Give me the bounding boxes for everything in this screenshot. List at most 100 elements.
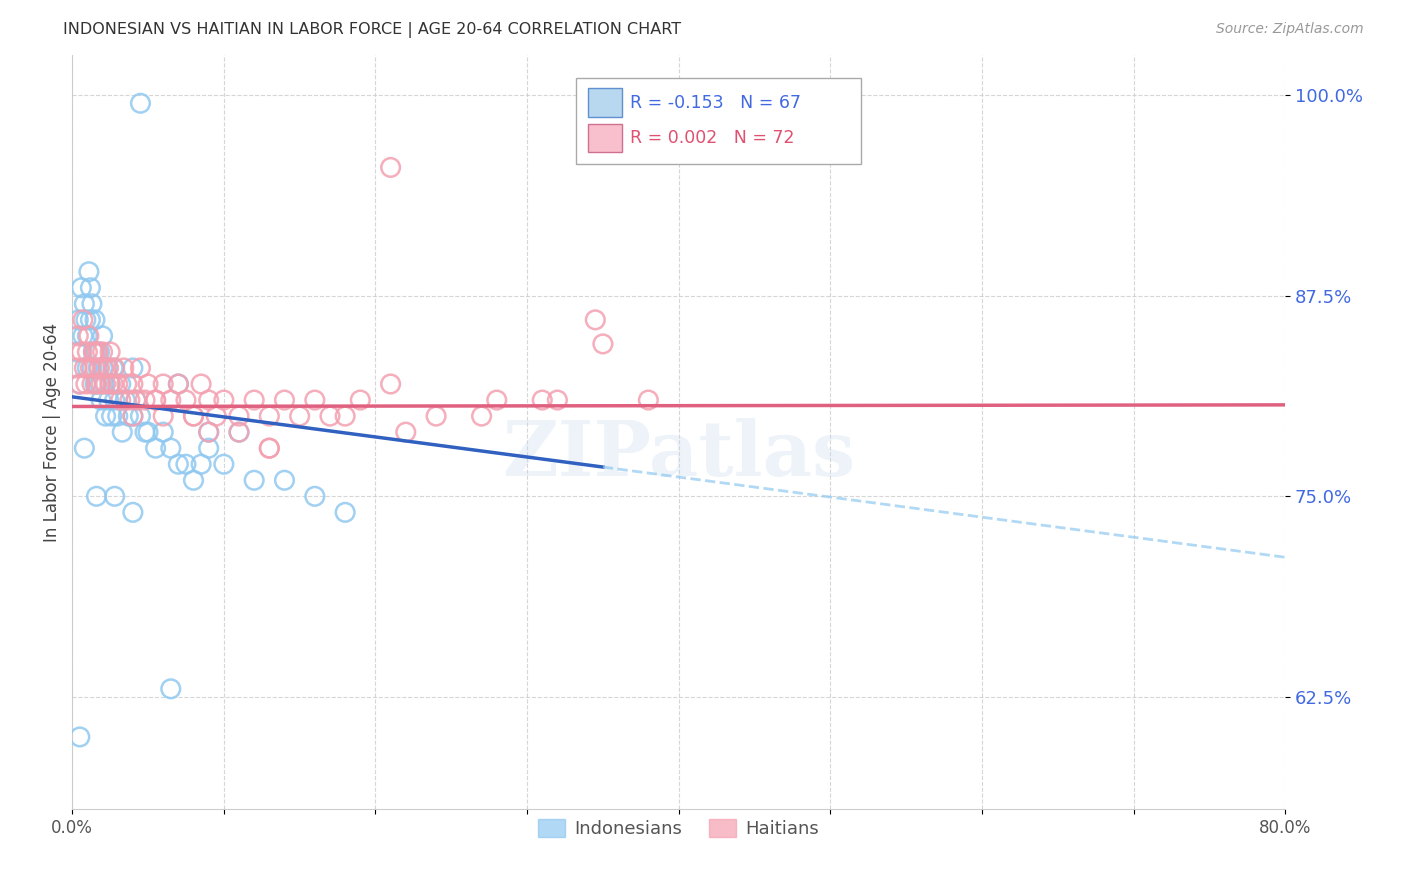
Haitians xyxy=(82,345,104,359)
Haitians xyxy=(380,161,402,175)
Indonesians xyxy=(77,265,100,279)
Indonesians xyxy=(94,409,117,423)
Haitians xyxy=(259,441,281,455)
Haitians xyxy=(304,392,326,407)
Haitians xyxy=(66,361,89,376)
Haitians xyxy=(425,409,447,423)
Indonesians xyxy=(76,329,98,343)
Indonesians xyxy=(304,489,326,503)
Indonesians xyxy=(159,681,181,696)
Haitians xyxy=(79,361,101,376)
Indonesians xyxy=(79,313,101,327)
Indonesians xyxy=(129,96,152,111)
Indonesians xyxy=(75,313,97,327)
Y-axis label: In Labor Force | Age 20-64: In Labor Force | Age 20-64 xyxy=(44,323,60,541)
Text: R = -0.153   N = 67: R = -0.153 N = 67 xyxy=(630,94,801,112)
Indonesians xyxy=(89,345,111,359)
Haitians xyxy=(110,392,132,407)
Indonesians xyxy=(79,281,101,295)
Haitians xyxy=(380,377,402,392)
Indonesians xyxy=(122,409,145,423)
Haitians xyxy=(75,377,97,392)
Indonesians xyxy=(90,392,112,407)
Haitians xyxy=(76,345,98,359)
Indonesians xyxy=(82,345,104,359)
Haitians xyxy=(546,392,568,407)
Indonesians xyxy=(84,313,107,327)
Indonesians xyxy=(183,473,205,487)
Haitians xyxy=(228,409,250,423)
Haitians xyxy=(89,361,111,376)
Indonesians xyxy=(86,489,108,503)
Indonesians xyxy=(96,361,118,376)
Haitians xyxy=(190,377,212,392)
Haitians xyxy=(87,345,110,359)
Indonesians xyxy=(98,377,121,392)
Indonesians xyxy=(145,441,167,455)
Haitians xyxy=(73,361,96,376)
Haitians xyxy=(129,361,152,376)
Indonesians xyxy=(73,441,96,455)
FancyBboxPatch shape xyxy=(588,88,621,117)
Haitians xyxy=(98,377,121,392)
Haitians xyxy=(228,425,250,439)
Haitians xyxy=(115,377,138,392)
Haitians xyxy=(90,377,112,392)
Indonesians xyxy=(212,457,235,471)
Indonesians xyxy=(159,441,181,455)
Haitians xyxy=(122,377,145,392)
Indonesians xyxy=(134,425,156,439)
Haitians xyxy=(197,392,219,407)
Haitians xyxy=(93,361,115,376)
Haitians xyxy=(86,377,108,392)
Indonesians xyxy=(84,377,107,392)
Haitians xyxy=(67,329,90,343)
Haitians xyxy=(319,409,342,423)
Haitians xyxy=(485,392,508,407)
Indonesians xyxy=(70,281,93,295)
Haitians xyxy=(104,361,127,376)
Indonesians xyxy=(197,441,219,455)
Haitians xyxy=(72,313,94,327)
Indonesians xyxy=(167,457,190,471)
Indonesians xyxy=(72,329,94,343)
Indonesians xyxy=(167,377,190,392)
Indonesians xyxy=(152,425,174,439)
Haitians xyxy=(107,377,129,392)
Haitians xyxy=(152,409,174,423)
Haitians xyxy=(243,392,266,407)
Haitians xyxy=(125,392,148,407)
Haitians xyxy=(349,392,371,407)
Indonesians xyxy=(86,377,108,392)
Haitians xyxy=(183,409,205,423)
Indonesians xyxy=(110,377,132,392)
Indonesians xyxy=(104,489,127,503)
Indonesians xyxy=(190,457,212,471)
Haitians xyxy=(395,425,418,439)
Indonesians xyxy=(228,425,250,439)
Haitians xyxy=(288,409,311,423)
Indonesians xyxy=(91,361,114,376)
Indonesians xyxy=(91,329,114,343)
Indonesians xyxy=(66,345,89,359)
Haitians xyxy=(145,392,167,407)
Text: Source: ZipAtlas.com: Source: ZipAtlas.com xyxy=(1216,22,1364,37)
Haitians xyxy=(259,441,281,455)
Haitians xyxy=(145,392,167,407)
Haitians xyxy=(91,345,114,359)
Indonesians xyxy=(76,361,98,376)
Indonesians xyxy=(129,409,152,423)
Indonesians xyxy=(80,297,103,311)
Haitians xyxy=(84,361,107,376)
Haitians xyxy=(531,392,554,407)
Haitians xyxy=(183,409,205,423)
Indonesians xyxy=(104,392,127,407)
Haitians xyxy=(80,377,103,392)
Haitians xyxy=(592,337,614,351)
Haitians xyxy=(471,409,494,423)
Indonesians xyxy=(125,392,148,407)
Indonesians xyxy=(333,505,356,519)
Haitians xyxy=(637,392,659,407)
Haitians xyxy=(94,377,117,392)
Indonesians xyxy=(80,361,103,376)
